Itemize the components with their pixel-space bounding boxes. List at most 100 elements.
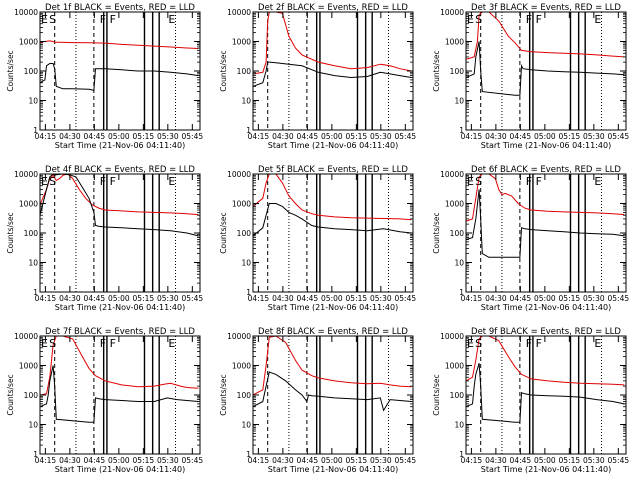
- x-tick-label: 05:30: [583, 132, 605, 141]
- x-tick-label: 05:30: [583, 294, 605, 303]
- event-marker: E: [467, 337, 474, 350]
- x-tick-label: 05:00: [321, 294, 343, 303]
- event-marker: E: [168, 337, 175, 350]
- x-tick-label: 04:45: [510, 456, 532, 465]
- x-tick-label: 05:45: [182, 132, 204, 141]
- event-marker: E: [168, 13, 175, 26]
- x-tick-label: 05:00: [534, 456, 556, 465]
- event-marker: E: [41, 175, 48, 188]
- x-tick-label: 05:45: [182, 294, 204, 303]
- plot-frame: [252, 11, 414, 131]
- y-tick-label: 100: [450, 67, 465, 76]
- y-tick-label: 10: [241, 97, 251, 106]
- x-tick-label: 05:00: [534, 132, 556, 141]
- x-tick-label: 05:45: [182, 456, 204, 465]
- event-marker: E: [594, 337, 601, 350]
- x-tick-label: 04:45: [84, 132, 106, 141]
- x-tick-label: 05:15: [559, 294, 581, 303]
- y-tick-label: 1000: [445, 38, 464, 47]
- x-tick-label: 04:30: [485, 456, 507, 465]
- x-tick-label: 05:30: [370, 132, 392, 141]
- x-tick-label: 04:45: [297, 132, 319, 141]
- subplot-title: Det 4f BLACK = Events, RED = LLD: [45, 165, 195, 175]
- y-tick-label: 1000: [232, 38, 251, 47]
- y-tick-label: 100: [450, 391, 465, 400]
- events-line: [40, 365, 199, 423]
- x-tick-label: 04:15: [248, 294, 270, 303]
- x-axis-label: Start Time (21-Nov-06 04:11:40): [55, 465, 185, 474]
- y-tick-label: 10000: [227, 8, 251, 17]
- event-marker: F: [110, 13, 116, 26]
- event-marker: E: [168, 175, 175, 188]
- event-marker: E: [41, 13, 48, 26]
- y-tick-label: 1: [33, 450, 38, 459]
- y-axis-label: Counts/sec: [6, 374, 15, 415]
- event-marker: F: [526, 13, 532, 26]
- y-axis-label: Counts/sec: [432, 374, 441, 415]
- event-marker: E: [467, 13, 474, 26]
- y-tick-label: 1000: [19, 38, 38, 47]
- subplot-title: Det 1f BLACK = Events, RED = LLD: [45, 3, 195, 13]
- subplot-title: Det 7f BLACK = Events, RED = LLD: [45, 327, 195, 337]
- subplot-title: Det 2f BLACK = Events, RED = LLD: [258, 3, 408, 13]
- x-tick-label: 05:00: [108, 294, 130, 303]
- y-tick-label: 1000: [445, 362, 464, 371]
- y-tick-label: 1: [459, 288, 464, 297]
- event-marker: S: [49, 337, 56, 350]
- events-line: [253, 61, 412, 87]
- x-tick-label: 05:45: [395, 456, 417, 465]
- y-tick-label: 10: [241, 421, 251, 430]
- events-line: [253, 203, 412, 237]
- lld-line: [40, 174, 199, 216]
- x-tick-label: 04:30: [59, 456, 81, 465]
- x-tick-label: 05:00: [321, 132, 343, 141]
- event-marker: E: [467, 175, 474, 188]
- subplot-3: 1 10 100 1000 10000 04:15 04:30 04:45 05:00 05:15…: [432, 3, 629, 150]
- plot-frame: [39, 335, 201, 455]
- events-line: [466, 363, 625, 423]
- y-axis-label: Counts/sec: [432, 212, 441, 253]
- y-tick-label: 100: [24, 229, 39, 238]
- y-tick-label: 10: [28, 259, 38, 268]
- x-tick-label: 04:30: [485, 294, 507, 303]
- x-tick-label: 04:15: [35, 294, 57, 303]
- x-tick-label: 04:15: [461, 132, 483, 141]
- plot-frame: [252, 173, 414, 293]
- x-tick-label: 05:15: [559, 456, 581, 465]
- y-tick-label: 1000: [232, 362, 251, 371]
- y-tick-label: 100: [24, 67, 39, 76]
- x-tick-label: 04:45: [510, 132, 532, 141]
- x-tick-label: 05:15: [346, 132, 368, 141]
- x-tick-label: 05:30: [157, 294, 179, 303]
- y-axis-label: Counts/sec: [219, 50, 228, 91]
- y-tick-label: 10000: [440, 8, 464, 17]
- x-tick-label: 05:30: [157, 132, 179, 141]
- event-marker: S: [49, 175, 56, 188]
- y-tick-label: 10000: [14, 8, 38, 17]
- y-tick-label: 10: [454, 259, 464, 268]
- x-tick-label: 04:30: [272, 294, 294, 303]
- x-tick-label: 05:15: [133, 132, 155, 141]
- event-marker: S: [49, 13, 56, 26]
- event-marker: E: [594, 13, 601, 26]
- event-marker: F: [110, 175, 116, 188]
- y-tick-label: 1: [33, 288, 38, 297]
- x-tick-label: 05:00: [534, 294, 556, 303]
- x-axis-label: Start Time (21-Nov-06 04:11:40): [481, 303, 611, 312]
- x-axis-label: Start Time (21-Nov-06 04:11:40): [268, 465, 398, 474]
- subplot-5: 1 10 100 1000 10000 04:15 04:30 04:45 05:00 05:15…: [219, 165, 416, 312]
- x-tick-label: 05:45: [608, 294, 630, 303]
- y-tick-label: 1000: [19, 200, 38, 209]
- subplot-title: Det 8f BLACK = Events, RED = LLD: [258, 327, 408, 337]
- x-axis-label: Start Time (21-Nov-06 04:11:40): [55, 141, 185, 150]
- y-tick-label: 1: [459, 450, 464, 459]
- x-axis-label: Start Time (21-Nov-06 04:11:40): [268, 303, 398, 312]
- x-tick-label: 04:30: [59, 132, 81, 141]
- y-tick-label: 100: [24, 391, 39, 400]
- subplot-title: Det 5f BLACK = Events, RED = LLD: [258, 165, 408, 175]
- events-line: [466, 189, 625, 258]
- y-tick-label: 10: [454, 97, 464, 106]
- x-tick-label: 04:30: [272, 132, 294, 141]
- x-tick-label: 05:00: [321, 456, 343, 465]
- x-tick-label: 04:45: [84, 294, 106, 303]
